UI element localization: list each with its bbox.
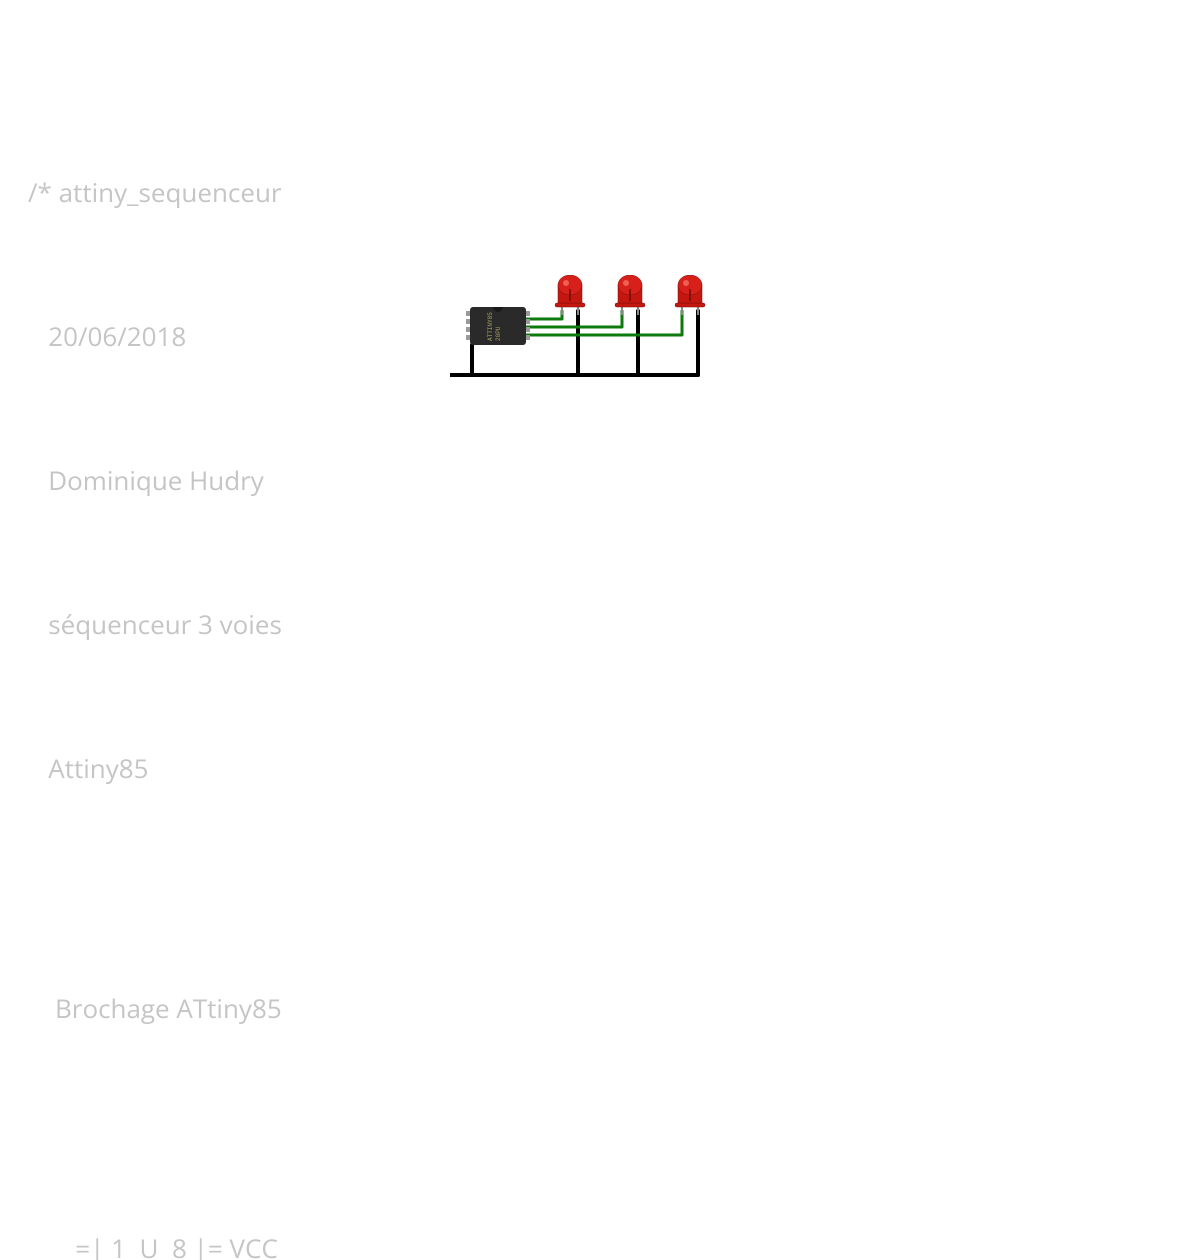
circuit-diagram: ATTINY8520PU	[450, 275, 720, 395]
svg-text:20PU: 20PU	[495, 326, 502, 341]
code-line: séquenceur 3 voies	[28, 600, 387, 648]
code-line: 20/06/2018	[28, 312, 387, 360]
code-line: Dominique Hudry	[28, 456, 387, 504]
code-line: Brochage ATtiny85	[28, 984, 387, 1032]
code-line: /* attiny_sequenceur	[28, 168, 387, 216]
code-line: Attiny85	[28, 744, 387, 792]
code-comment-block: /* attiny_sequenceur 20/06/2018 Dominiqu…	[28, 72, 387, 1260]
svg-text:ATTINY85: ATTINY85	[487, 312, 494, 341]
code-line: =| 1 U 8 |= VCC	[28, 1224, 387, 1260]
